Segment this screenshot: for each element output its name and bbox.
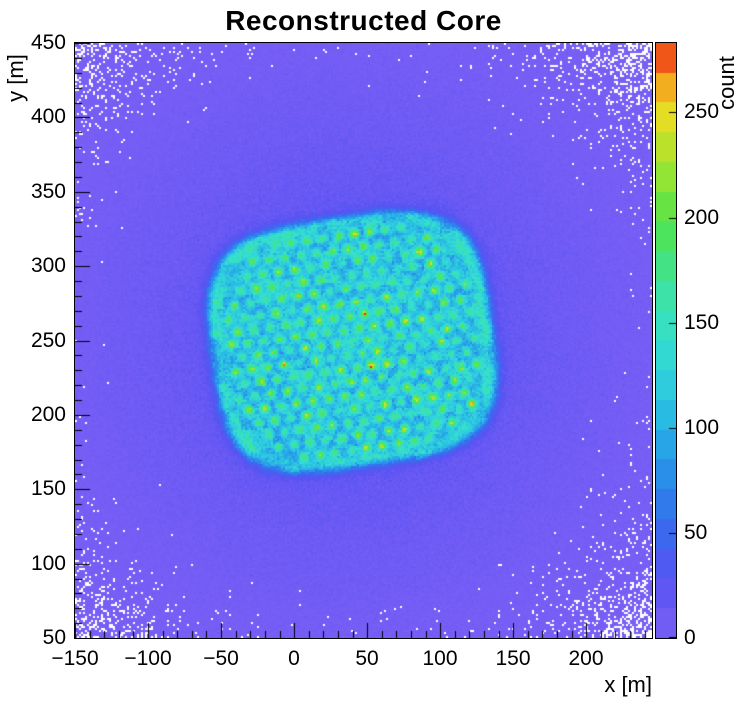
y-tick-label: 400 xyxy=(30,105,66,128)
x-axis-title: x [m] xyxy=(604,672,652,697)
chart-title: Reconstructed Core xyxy=(225,5,502,36)
x-tick-label: 150 xyxy=(495,647,531,670)
y-tick-label: 50 xyxy=(42,626,66,649)
heatmap-canvas xyxy=(75,43,652,638)
x-tick-label: 200 xyxy=(568,647,604,670)
colorbar-tick-label: 0 xyxy=(684,626,696,649)
y-tick-label: 250 xyxy=(30,329,66,352)
y-tick-label: 150 xyxy=(30,477,66,500)
y-axis-title: y [m] xyxy=(3,54,28,102)
x-tick-label: 50 xyxy=(355,647,379,670)
x-tick-label: 100 xyxy=(422,647,458,670)
colorbar-tick-label: 50 xyxy=(684,521,708,544)
colorbar-tick-label: 100 xyxy=(684,416,720,439)
y-tick-label: 350 xyxy=(30,180,66,203)
colorbar-tick-label: 150 xyxy=(684,311,720,334)
y-tick-label: 200 xyxy=(30,403,66,426)
y-tick-label: 100 xyxy=(30,552,66,575)
x-tick-label: −150 xyxy=(51,647,99,670)
colorbar-tick-label: 200 xyxy=(684,206,720,229)
colorbar-canvas xyxy=(656,43,676,638)
y-tick-label: 450 xyxy=(30,31,66,54)
colorbar-frame xyxy=(655,42,677,639)
colorbar-tick-label: 250 xyxy=(684,100,720,123)
x-tick-label: −50 xyxy=(203,647,239,670)
plot-frame xyxy=(74,42,653,639)
x-tick-label: −100 xyxy=(124,647,172,670)
colorbar-title: count xyxy=(714,56,739,110)
y-tick-label: 300 xyxy=(30,254,66,277)
x-tick-label: 0 xyxy=(288,647,300,670)
